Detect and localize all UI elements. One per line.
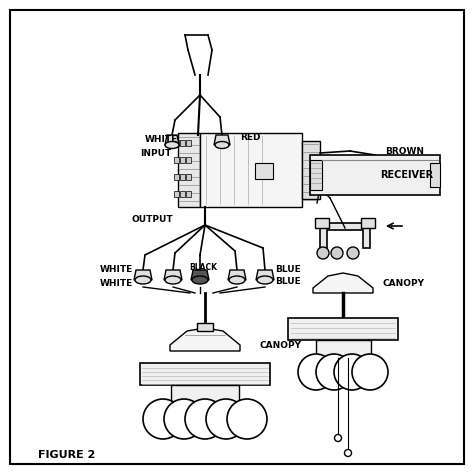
Bar: [174, 140, 179, 146]
Polygon shape: [170, 328, 240, 351]
Bar: [200, 133, 302, 207]
Ellipse shape: [227, 399, 267, 439]
Polygon shape: [191, 270, 209, 280]
Bar: [302, 141, 320, 199]
Bar: [186, 191, 191, 197]
Polygon shape: [313, 273, 373, 293]
Ellipse shape: [215, 142, 229, 148]
Bar: [430, 163, 440, 187]
Text: RED: RED: [240, 133, 261, 142]
Ellipse shape: [143, 399, 183, 439]
Text: BROWN: BROWN: [385, 146, 424, 155]
Bar: [186, 157, 191, 163]
Ellipse shape: [316, 354, 352, 390]
Text: CANOPY: CANOPY: [383, 279, 425, 288]
Polygon shape: [164, 270, 182, 280]
Text: RECEIVER: RECEIVER: [380, 170, 433, 180]
Ellipse shape: [229, 276, 245, 284]
Bar: [316, 340, 371, 358]
Polygon shape: [134, 270, 152, 280]
Ellipse shape: [347, 247, 359, 259]
Text: FIGURE 2: FIGURE 2: [38, 450, 95, 460]
Ellipse shape: [317, 247, 329, 259]
Bar: [174, 157, 179, 163]
Bar: [197, 323, 213, 331]
Ellipse shape: [192, 276, 208, 284]
Ellipse shape: [334, 354, 370, 390]
Ellipse shape: [298, 354, 334, 390]
Bar: [361, 218, 375, 228]
Bar: [180, 191, 185, 197]
Bar: [288, 318, 398, 340]
Text: WHITE: WHITE: [100, 265, 133, 274]
Bar: [186, 140, 191, 146]
Ellipse shape: [135, 276, 151, 284]
Bar: [315, 218, 329, 228]
Ellipse shape: [345, 449, 352, 456]
Polygon shape: [214, 135, 230, 145]
Text: BLUE: BLUE: [275, 277, 301, 286]
Bar: [180, 157, 185, 163]
Bar: [255, 163, 273, 179]
Text: BLACK: BLACK: [189, 263, 217, 272]
Ellipse shape: [165, 276, 181, 284]
Bar: [310, 160, 322, 190]
Text: INPUT: INPUT: [140, 148, 171, 157]
Polygon shape: [165, 135, 179, 145]
Bar: [180, 174, 185, 180]
Polygon shape: [320, 223, 370, 248]
Bar: [178, 133, 200, 207]
Bar: [174, 174, 179, 180]
Text: WHITE: WHITE: [100, 279, 133, 288]
Bar: [140, 363, 270, 385]
Ellipse shape: [164, 399, 204, 439]
Ellipse shape: [257, 276, 273, 284]
Text: BLUE: BLUE: [275, 264, 301, 273]
Bar: [186, 174, 191, 180]
Ellipse shape: [206, 399, 246, 439]
Polygon shape: [228, 270, 246, 280]
Bar: [180, 140, 185, 146]
Bar: [171, 385, 239, 403]
Text: OUTPUT: OUTPUT: [132, 215, 173, 224]
Text: CANOPY: CANOPY: [260, 340, 302, 349]
Ellipse shape: [165, 142, 179, 148]
Ellipse shape: [352, 354, 388, 390]
Text: WHITE: WHITE: [145, 135, 178, 144]
Bar: [310, 155, 440, 195]
Polygon shape: [256, 270, 274, 280]
Bar: [174, 191, 179, 197]
Ellipse shape: [185, 399, 225, 439]
Ellipse shape: [331, 247, 343, 259]
Ellipse shape: [335, 435, 341, 441]
